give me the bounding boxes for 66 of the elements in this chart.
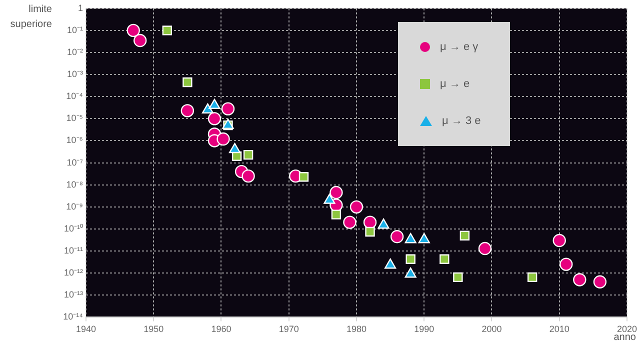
y-tick-label: 10⁻⁵ xyxy=(66,113,84,124)
x-tick-label: 1990 xyxy=(414,324,434,334)
y-tick-label: 10⁻¹¹ xyxy=(64,246,83,256)
x-tick-label: 1960 xyxy=(211,324,232,334)
point xyxy=(208,98,220,110)
y-tick-label: 1 xyxy=(78,2,83,13)
y-tick-label: 10⁻¹ xyxy=(66,24,83,35)
x-tick-label: 2010 xyxy=(549,324,570,334)
point xyxy=(378,218,390,229)
y-tick-label: 10⁻³ xyxy=(66,69,83,80)
point xyxy=(242,169,255,183)
point xyxy=(527,272,538,282)
legend-label: μ → 3 e xyxy=(442,115,481,128)
point xyxy=(343,216,356,229)
point xyxy=(440,254,450,264)
point xyxy=(552,234,566,248)
point xyxy=(216,132,230,146)
point xyxy=(162,26,172,36)
point xyxy=(324,194,336,204)
point xyxy=(593,275,607,288)
point xyxy=(478,242,492,256)
point xyxy=(460,230,470,240)
y-tick-label: 10⁻⁹ xyxy=(66,201,84,212)
point xyxy=(404,232,416,244)
point xyxy=(453,272,463,282)
point xyxy=(404,267,416,278)
point xyxy=(221,102,235,116)
point xyxy=(365,226,375,237)
point xyxy=(418,232,430,244)
x-tick-label: 1980 xyxy=(346,324,367,334)
point xyxy=(560,258,573,271)
point xyxy=(298,172,309,182)
legend-label: μ → e xyxy=(440,78,470,90)
x-axis-title: anno xyxy=(614,332,636,343)
point xyxy=(228,142,241,154)
point xyxy=(180,104,194,118)
y-tick-label: 10⁻¹² xyxy=(64,268,83,278)
point xyxy=(384,258,396,269)
point xyxy=(134,34,147,48)
y-tick-label: 10⁻⁴ xyxy=(66,91,84,102)
point xyxy=(350,200,364,214)
point xyxy=(330,186,343,200)
point xyxy=(182,77,192,88)
y-tick-label: 10⁻⁷ xyxy=(66,157,83,168)
y-tick-label: 10⁻² xyxy=(66,47,83,57)
x-tick-label: 1970 xyxy=(278,324,299,334)
point xyxy=(126,24,140,38)
point xyxy=(390,230,404,244)
point xyxy=(363,216,377,229)
x-tick-label: 2020 xyxy=(616,324,638,334)
legend-label: μ → e γ xyxy=(440,40,478,53)
y-tick-label: 10⁻¹⁴ xyxy=(63,312,84,322)
point xyxy=(573,273,586,286)
y-tick-label: 10⁻⁸ xyxy=(66,179,84,190)
y-tick-label: 10⁻⁶ xyxy=(66,135,84,146)
x-tick-label: 2000 xyxy=(482,324,502,334)
point xyxy=(243,150,254,160)
point xyxy=(406,254,416,264)
x-tick-label: 1950 xyxy=(144,324,164,334)
point xyxy=(202,103,214,114)
y-tick-label: 10⁻¹⁰ xyxy=(64,223,83,234)
y-tick-label: 10⁻¹³ xyxy=(64,290,83,300)
point xyxy=(331,210,342,220)
x-tick-label: 1940 xyxy=(76,324,96,334)
y-axis-title: limite superiore xyxy=(9,3,52,32)
point xyxy=(208,112,222,126)
